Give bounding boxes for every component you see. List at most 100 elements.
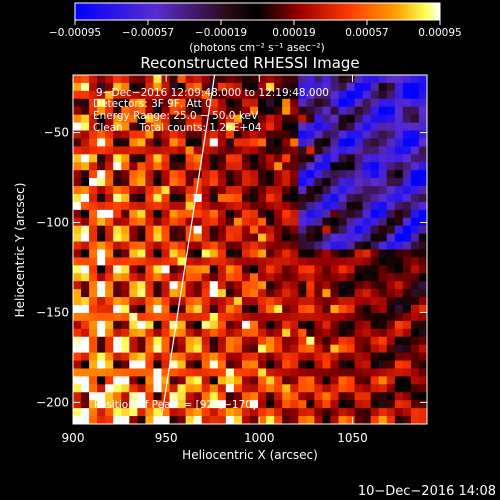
heatmap-cell bbox=[241, 384, 251, 393]
heatmap-cell bbox=[97, 281, 106, 290]
heatmap-cell bbox=[217, 265, 227, 274]
heatmap-cell bbox=[241, 170, 251, 179]
heatmap-cell bbox=[386, 178, 396, 187]
heatmap-cell bbox=[298, 328, 307, 338]
heatmap-cell bbox=[89, 130, 98, 140]
heatmap-cell bbox=[266, 209, 275, 219]
heatmap-cell bbox=[346, 297, 356, 306]
heatmap-cell bbox=[73, 416, 82, 424]
annotation-detectors: Detectors: 3F 9F, Att 0 bbox=[93, 98, 212, 110]
heatmap-cell bbox=[97, 193, 106, 203]
heatmap-cell bbox=[81, 241, 90, 251]
heatmap-cell bbox=[346, 265, 356, 274]
heatmap-cell bbox=[177, 106, 187, 116]
heatmap-cell bbox=[89, 98, 98, 108]
heatmap-cell bbox=[314, 265, 324, 274]
heatmap-cell bbox=[266, 297, 275, 306]
heatmap-cell bbox=[394, 225, 404, 235]
heatmap-cell bbox=[330, 384, 340, 393]
heatmap-cell bbox=[266, 186, 275, 195]
heatmap-cell bbox=[314, 257, 324, 266]
heatmap-cell bbox=[153, 138, 163, 147]
heatmap-cell bbox=[394, 114, 404, 124]
heatmap-cell bbox=[370, 146, 380, 155]
heatmap-cell bbox=[233, 138, 243, 147]
heatmap-cell bbox=[105, 384, 114, 393]
heatmap-cell bbox=[418, 146, 427, 155]
heatmap-cell bbox=[201, 170, 211, 179]
heatmap-cell bbox=[250, 122, 259, 132]
y-axis-label: Heliocentric Y (arcsec) bbox=[13, 183, 27, 318]
heatmap-cell bbox=[233, 249, 243, 259]
heatmap-cell bbox=[282, 75, 291, 84]
heatmap-cell bbox=[282, 312, 291, 322]
heatmap-cell bbox=[177, 289, 187, 298]
heatmap-cell bbox=[185, 162, 195, 171]
heatmap-cell bbox=[153, 209, 163, 219]
heatmap-cell bbox=[370, 336, 380, 346]
y-tick-label: −100 bbox=[36, 216, 69, 230]
heatmap-cell bbox=[177, 328, 187, 338]
heatmap-cell bbox=[314, 408, 324, 417]
heatmap-cell bbox=[306, 98, 315, 108]
heatmap-cell bbox=[394, 154, 404, 163]
heatmap-cell bbox=[209, 233, 219, 243]
heatmap-cell bbox=[105, 75, 114, 84]
heatmap-cell bbox=[274, 122, 283, 132]
heatmap-cell bbox=[177, 241, 187, 251]
heatmap-cell bbox=[177, 297, 187, 306]
heatmap-cell bbox=[217, 75, 227, 84]
heatmap-cell bbox=[137, 408, 147, 417]
heatmap-cell bbox=[121, 75, 130, 84]
heatmap-cell bbox=[129, 392, 138, 401]
heatmap-cell bbox=[121, 281, 130, 290]
heatmap-cell bbox=[233, 170, 243, 179]
heatmap-cell bbox=[201, 392, 211, 401]
heatmap-cell bbox=[274, 344, 283, 354]
heatmap-cell bbox=[225, 376, 235, 385]
heatmap-cell bbox=[282, 249, 291, 259]
heatmap-cell bbox=[258, 138, 267, 147]
heatmap-cell bbox=[113, 249, 122, 259]
heatmap-cell bbox=[177, 170, 187, 179]
heatmap-cell bbox=[330, 162, 340, 171]
heatmap-cell bbox=[410, 201, 420, 211]
heatmap-cell bbox=[394, 233, 404, 243]
heatmap-cell bbox=[81, 400, 90, 409]
heatmap-cell bbox=[145, 408, 155, 417]
heatmap-cell bbox=[177, 344, 187, 354]
heatmap-cell bbox=[346, 154, 356, 163]
heatmap-cell bbox=[209, 249, 219, 259]
heatmap-cell bbox=[241, 336, 251, 346]
heatmap-cell bbox=[241, 400, 251, 409]
heatmap-cell bbox=[73, 114, 82, 124]
heatmap-cell bbox=[298, 241, 307, 251]
heatmap-cell bbox=[209, 289, 219, 298]
heatmap-cell bbox=[282, 241, 291, 251]
heatmap-cell bbox=[394, 146, 404, 155]
heatmap-cell bbox=[314, 352, 324, 362]
heatmap-cell bbox=[89, 106, 98, 116]
heatmap-cell bbox=[394, 201, 404, 211]
heatmap-cell bbox=[201, 193, 211, 203]
heatmap-cell bbox=[89, 344, 98, 354]
heatmap-cell bbox=[266, 265, 275, 274]
heatmap-cell bbox=[394, 408, 404, 417]
heatmap-cell bbox=[105, 209, 114, 219]
heatmap-cell bbox=[145, 273, 155, 282]
heatmap-cell bbox=[410, 320, 420, 330]
heatmap-cell bbox=[322, 408, 332, 417]
heatmap-cell bbox=[97, 82, 106, 92]
heatmap-cell bbox=[129, 408, 138, 417]
heatmap-cell bbox=[386, 98, 396, 108]
heatmap-cell bbox=[306, 106, 315, 116]
heatmap-cell bbox=[121, 201, 130, 211]
heatmap-cell bbox=[346, 146, 356, 155]
heatmap-cell bbox=[410, 217, 420, 227]
heatmap-cell bbox=[282, 257, 291, 266]
heatmap-cell bbox=[370, 265, 380, 274]
heatmap-cell bbox=[201, 320, 211, 330]
heatmap-cell bbox=[145, 209, 155, 219]
heatmap-cell bbox=[338, 106, 348, 116]
